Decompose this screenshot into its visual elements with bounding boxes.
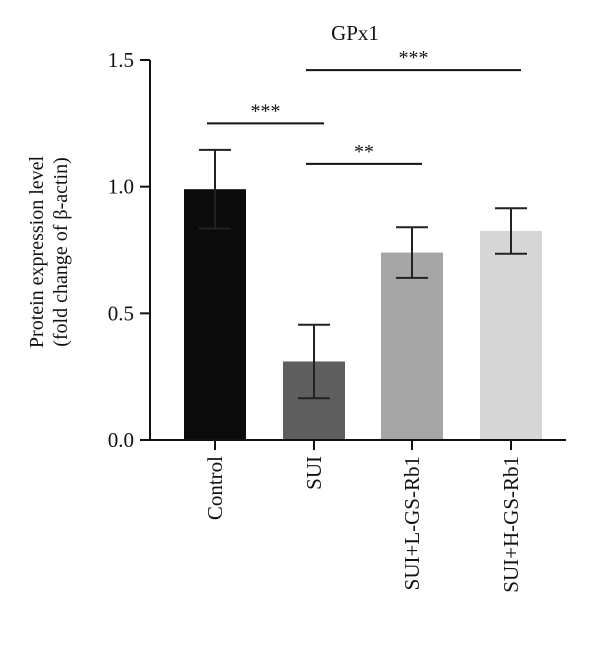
x-tick-label-1: SUI <box>302 456 326 490</box>
bar-0 <box>184 189 246 440</box>
significance-label-0: *** <box>251 100 281 122</box>
chart-title: GPx1 <box>331 21 379 45</box>
significance-label-1: ** <box>354 141 374 163</box>
bar-3 <box>480 231 542 440</box>
significance-label-2: *** <box>399 47 429 69</box>
y-axis-label-line1: Protein expression level <box>26 155 48 348</box>
y-tick-label-1: 0.5 <box>108 301 134 325</box>
y-tick-label-2: 1.0 <box>108 175 134 199</box>
error-bar-2 <box>396 226 428 279</box>
error-bar-1 <box>298 323 330 400</box>
x-tick-label-3: SUI+H-GS-Rb1 <box>499 456 523 593</box>
plot-area: 0.0 0.5 1.0 1.5 Control SUI SUI+L-GS-Rb1 SUI+H-… <box>108 47 566 593</box>
y-axis-label: Protein expression level (fold change of… <box>26 155 72 348</box>
y-tick-label-0: 0.0 <box>108 428 134 452</box>
x-tick-label-2: SUI+L-GS-Rb1 <box>400 456 424 590</box>
bar-2 <box>381 252 443 440</box>
error-bar-3 <box>495 207 527 255</box>
x-tick-label-0: Control <box>203 456 227 520</box>
error-bar-0 <box>199 148 231 230</box>
y-axis-label-line2: (fold change of β-actin) <box>50 157 72 347</box>
y-tick-label-3: 1.5 <box>108 48 134 72</box>
